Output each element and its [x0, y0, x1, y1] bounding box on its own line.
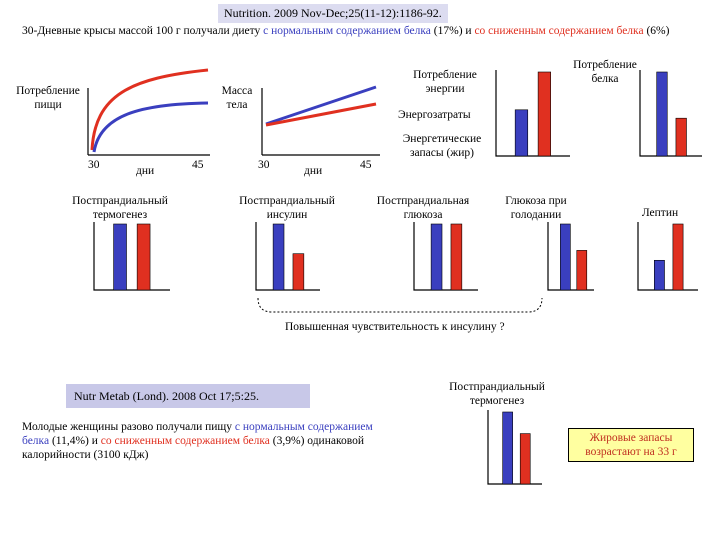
normal-protein-bar	[272, 223, 285, 291]
intro-low-protein: со сниженным содержанием белка	[474, 25, 644, 37]
energy-expense-label: Энергозатраты	[398, 109, 471, 121]
bar-group-insulin	[255, 222, 320, 291]
normal-protein-bar	[502, 411, 513, 485]
low-protein-bar	[576, 250, 588, 291]
glucose-label: Постпрандиальная глюкоза	[376, 195, 470, 221]
energy-intake-label: Потребление энергии	[413, 69, 477, 95]
bar-axis	[255, 222, 320, 291]
bar-group-thermo	[93, 222, 170, 291]
bar-group-energy-intake	[495, 70, 570, 157]
citation-top: Nutrition. 2009 Nov-Dec;25(11-12):1186-9…	[218, 4, 448, 23]
citation-bottom-box	[66, 384, 310, 408]
women-low-protein: со сниженным содержанием белка	[100, 435, 270, 447]
intro-text: 30-Дневные крысы массой 100 г получали д…	[22, 24, 702, 38]
intro-normal-protein: с нормальным содержанием белка	[263, 25, 431, 37]
normal-protein-bar	[653, 259, 665, 291]
protein-intake-label: Потребление белка	[573, 59, 637, 85]
food-normal-protein-curve	[92, 101, 209, 153]
bar-group-fasting-glucose	[547, 222, 594, 291]
bar-axis	[637, 222, 698, 291]
low-protein-bar	[537, 71, 551, 157]
sensitivity-bracket	[257, 297, 543, 313]
mass-x-label: дни	[304, 165, 323, 177]
low-protein-bar	[672, 223, 684, 291]
bar-axis	[495, 70, 570, 157]
normal-protein-bar	[514, 109, 529, 157]
normal-protein-bar	[560, 223, 571, 291]
women-normal-protein: с нормальным содержанием белка	[22, 421, 373, 447]
women-part: Молодые женщины разово получали пищу	[22, 421, 235, 433]
mass-label: Масса тела	[221, 85, 253, 111]
insulin-label: Постпрандиальный инсулин	[239, 195, 335, 221]
citation-bottom: Nutr Metab (Lond). 2008 Oct 17;5:25.	[74, 389, 259, 403]
fasting-glucose-label: Глюкоза при голодании	[505, 195, 567, 221]
normal-protein-bar	[656, 71, 668, 157]
women-text: Молодые женщины разово получали пищу с н…	[22, 420, 382, 462]
mass-low-protein-line	[265, 102, 377, 127]
bar-group-protein-intake	[639, 70, 702, 157]
bar-group-thermo2	[487, 410, 542, 485]
bar-group-leptin	[637, 222, 698, 291]
intro-part: (17%) и	[430, 25, 475, 37]
mass-x-start: 30	[258, 159, 270, 171]
mass-normal-protein-line	[265, 85, 377, 126]
leptin-label: Лептин	[641, 207, 679, 219]
low-protein-bar	[450, 223, 463, 291]
bar-group-glucose	[413, 222, 478, 291]
energy-stores-label: Энергетические запасы (жир)	[402, 133, 482, 159]
normal-protein-bar	[430, 223, 443, 291]
mass-x-end: 45	[360, 159, 372, 171]
bar-axis	[639, 70, 702, 157]
food-x-start: 30	[88, 159, 100, 171]
bar-axis	[93, 222, 170, 291]
food-low-protein-curve	[90, 68, 209, 151]
food-label: Потребление пищи	[16, 85, 80, 111]
thermo2-label: Постпрандиальный термогенез	[449, 381, 545, 407]
normal-protein-bar	[113, 223, 127, 291]
food-x-label: дни	[136, 165, 155, 177]
intro-part: (6%)	[643, 25, 670, 37]
fat-stores-box: Жировые запасы возрастают на 33 г	[568, 428, 694, 462]
women-part: (3,9%) одинаковой калорийности (3100 кДж…	[22, 435, 364, 461]
low-protein-bar	[136, 223, 151, 291]
bar-axis	[547, 222, 594, 291]
insulin-sensitivity-text: Повышенная чувствительность к инсулину ?	[285, 321, 505, 333]
food-x-end: 45	[192, 159, 204, 171]
low-protein-bar	[675, 117, 687, 157]
low-protein-bar	[292, 253, 305, 291]
bar-axis	[413, 222, 478, 291]
thermo-label: Постпрандиальный термогенез	[72, 195, 168, 221]
intro-part: 30-Дневные крысы массой 100 г получали д…	[22, 25, 264, 37]
bar-axis	[487, 410, 542, 485]
women-part: (11,4%) и	[49, 435, 101, 447]
low-protein-bar	[519, 433, 531, 485]
